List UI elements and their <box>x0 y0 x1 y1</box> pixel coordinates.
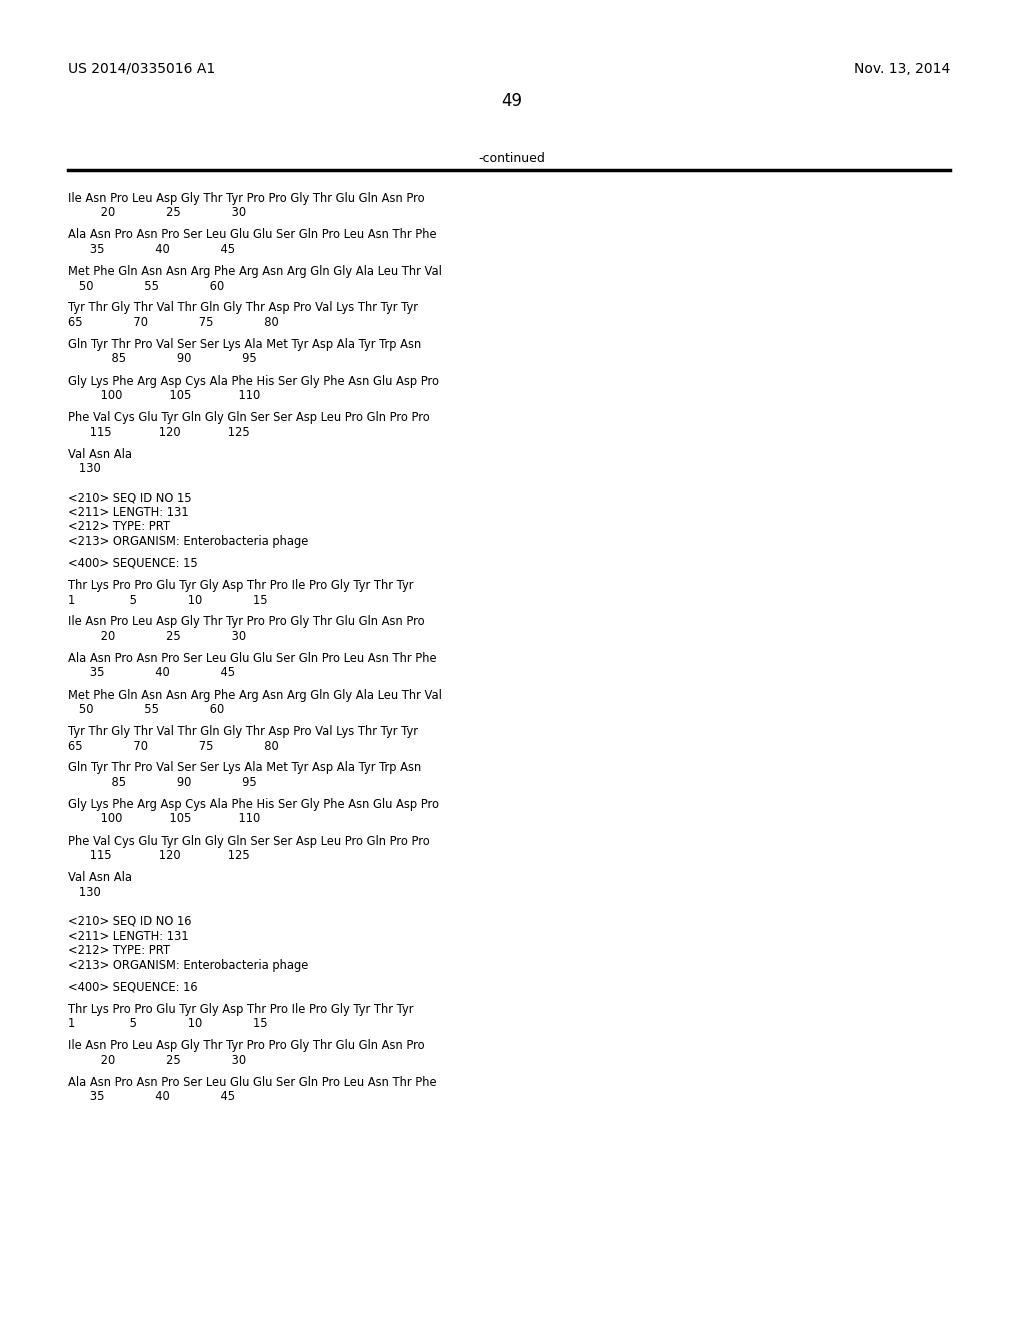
Text: Phe Val Cys Glu Tyr Gln Gly Gln Ser Ser Asp Leu Pro Gln Pro Pro: Phe Val Cys Glu Tyr Gln Gly Gln Ser Ser … <box>68 411 430 424</box>
Text: Ala Asn Pro Asn Pro Ser Leu Glu Glu Ser Gln Pro Leu Asn Thr Phe: Ala Asn Pro Asn Pro Ser Leu Glu Glu Ser … <box>68 652 436 665</box>
Text: 65              70              75              80: 65 70 75 80 <box>68 315 279 329</box>
Text: 85              90              95: 85 90 95 <box>68 352 257 366</box>
Text: 35              40              45: 35 40 45 <box>68 243 236 256</box>
Text: Tyr Thr Gly Thr Val Thr Gln Gly Thr Asp Pro Val Lys Thr Tyr Tyr: Tyr Thr Gly Thr Val Thr Gln Gly Thr Asp … <box>68 301 418 314</box>
Text: 130: 130 <box>68 886 100 899</box>
Text: <213> ORGANISM: Enterobacteria phage: <213> ORGANISM: Enterobacteria phage <box>68 535 308 548</box>
Text: <211> LENGTH: 131: <211> LENGTH: 131 <box>68 506 188 519</box>
Text: 100             105             110: 100 105 110 <box>68 389 260 403</box>
Text: <212> TYPE: PRT: <212> TYPE: PRT <box>68 944 170 957</box>
Text: -continued: -continued <box>478 152 546 165</box>
Text: Thr Lys Pro Pro Glu Tyr Gly Asp Thr Pro Ile Pro Gly Tyr Thr Tyr: Thr Lys Pro Pro Glu Tyr Gly Asp Thr Pro … <box>68 1002 414 1015</box>
Text: 20              25              30: 20 25 30 <box>68 1053 246 1067</box>
Text: Val Asn Ala: Val Asn Ala <box>68 871 132 884</box>
Text: <213> ORGANISM: Enterobacteria phage: <213> ORGANISM: Enterobacteria phage <box>68 958 308 972</box>
Text: 50              55              60: 50 55 60 <box>68 280 224 293</box>
Text: Met Phe Gln Asn Asn Arg Phe Arg Asn Arg Gln Gly Ala Leu Thr Val: Met Phe Gln Asn Asn Arg Phe Arg Asn Arg … <box>68 265 442 279</box>
Text: 115             120             125: 115 120 125 <box>68 849 250 862</box>
Text: <400> SEQUENCE: 16: <400> SEQUENCE: 16 <box>68 981 198 994</box>
Text: Met Phe Gln Asn Asn Arg Phe Arg Asn Arg Gln Gly Ala Leu Thr Val: Met Phe Gln Asn Asn Arg Phe Arg Asn Arg … <box>68 689 442 701</box>
Text: Ile Asn Pro Leu Asp Gly Thr Tyr Pro Pro Gly Thr Glu Gln Asn Pro: Ile Asn Pro Leu Asp Gly Thr Tyr Pro Pro … <box>68 615 425 628</box>
Text: 115             120             125: 115 120 125 <box>68 425 250 438</box>
Text: 130: 130 <box>68 462 100 475</box>
Text: <211> LENGTH: 131: <211> LENGTH: 131 <box>68 929 188 942</box>
Text: Ile Asn Pro Leu Asp Gly Thr Tyr Pro Pro Gly Thr Glu Gln Asn Pro: Ile Asn Pro Leu Asp Gly Thr Tyr Pro Pro … <box>68 191 425 205</box>
Text: 49: 49 <box>502 92 522 110</box>
Text: 100             105             110: 100 105 110 <box>68 813 260 825</box>
Text: <210> SEQ ID NO 15: <210> SEQ ID NO 15 <box>68 491 191 504</box>
Text: Val Asn Ala: Val Asn Ala <box>68 447 132 461</box>
Text: 65              70              75              80: 65 70 75 80 <box>68 739 279 752</box>
Text: Thr Lys Pro Pro Glu Tyr Gly Asp Thr Pro Ile Pro Gly Tyr Thr Tyr: Thr Lys Pro Pro Glu Tyr Gly Asp Thr Pro … <box>68 579 414 591</box>
Text: Gly Lys Phe Arg Asp Cys Ala Phe His Ser Gly Phe Asn Glu Asp Pro: Gly Lys Phe Arg Asp Cys Ala Phe His Ser … <box>68 375 439 388</box>
Text: 35              40              45: 35 40 45 <box>68 1090 236 1104</box>
Text: 35              40              45: 35 40 45 <box>68 667 236 680</box>
Text: <212> TYPE: PRT: <212> TYPE: PRT <box>68 520 170 533</box>
Text: 1               5              10              15: 1 5 10 15 <box>68 594 267 606</box>
Text: <400> SEQUENCE: 15: <400> SEQUENCE: 15 <box>68 557 198 570</box>
Text: Ala Asn Pro Asn Pro Ser Leu Glu Glu Ser Gln Pro Leu Asn Thr Phe: Ala Asn Pro Asn Pro Ser Leu Glu Glu Ser … <box>68 228 436 242</box>
Text: 1               5              10              15: 1 5 10 15 <box>68 1016 267 1030</box>
Text: Tyr Thr Gly Thr Val Thr Gln Gly Thr Asp Pro Val Lys Thr Tyr Tyr: Tyr Thr Gly Thr Val Thr Gln Gly Thr Asp … <box>68 725 418 738</box>
Text: <210> SEQ ID NO 16: <210> SEQ ID NO 16 <box>68 915 191 928</box>
Text: Ile Asn Pro Leu Asp Gly Thr Tyr Pro Pro Gly Thr Glu Gln Asn Pro: Ile Asn Pro Leu Asp Gly Thr Tyr Pro Pro … <box>68 1039 425 1052</box>
Text: 50              55              60: 50 55 60 <box>68 704 224 715</box>
Text: 20              25              30: 20 25 30 <box>68 630 246 643</box>
Text: Ala Asn Pro Asn Pro Ser Leu Glu Glu Ser Gln Pro Leu Asn Thr Phe: Ala Asn Pro Asn Pro Ser Leu Glu Glu Ser … <box>68 1076 436 1089</box>
Text: 85              90              95: 85 90 95 <box>68 776 257 789</box>
Text: 20              25              30: 20 25 30 <box>68 206 246 219</box>
Text: Phe Val Cys Glu Tyr Gln Gly Gln Ser Ser Asp Leu Pro Gln Pro Pro: Phe Val Cys Glu Tyr Gln Gly Gln Ser Ser … <box>68 834 430 847</box>
Text: Gly Lys Phe Arg Asp Cys Ala Phe His Ser Gly Phe Asn Glu Asp Pro: Gly Lys Phe Arg Asp Cys Ala Phe His Ser … <box>68 799 439 810</box>
Text: Gln Tyr Thr Pro Val Ser Ser Lys Ala Met Tyr Asp Ala Tyr Trp Asn: Gln Tyr Thr Pro Val Ser Ser Lys Ala Met … <box>68 762 421 775</box>
Text: Nov. 13, 2014: Nov. 13, 2014 <box>854 62 950 77</box>
Text: US 2014/0335016 A1: US 2014/0335016 A1 <box>68 62 215 77</box>
Text: Gln Tyr Thr Pro Val Ser Ser Lys Ala Met Tyr Asp Ala Tyr Trp Asn: Gln Tyr Thr Pro Val Ser Ser Lys Ala Met … <box>68 338 421 351</box>
